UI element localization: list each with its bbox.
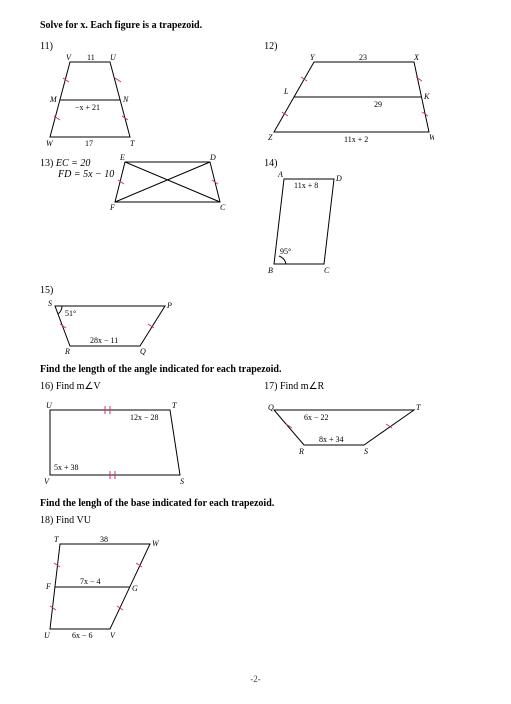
vertex-F: F <box>110 203 115 212</box>
problem-number: 14) <box>264 158 277 169</box>
problem-13: 13) EC = 20 FD = 5x − 10 E D F C <box>40 158 247 279</box>
problem-15: 15) S P 51° R Q 28x − 11 <box>40 285 247 356</box>
problem-18: 18) Find VU T W 38 F G 7x − 4 U V 6x − 6 <box>40 515 471 644</box>
label-mid: 7x − 4 <box>80 577 101 586</box>
row-16-17: 16) Find m∠V U T 12x − 28 V S 5x + 38 17… <box>40 381 471 490</box>
vertex-S: S <box>180 477 184 486</box>
label-bot: 28x − 11 <box>90 336 118 345</box>
row-15: 15) S P 51° R Q 28x − 11 <box>40 285 471 356</box>
vertex-V: V <box>110 631 116 640</box>
vertex-W: W <box>46 139 54 148</box>
problem-17: 17) Find m∠R Q T 6x − 22 R S 8x + 34 <box>264 381 471 490</box>
trapezoid-15: S P 51° R Q 28x − 11 <box>40 296 190 356</box>
vertex-D: D <box>335 174 342 183</box>
page-footer: -2- <box>40 674 471 684</box>
vertex-V: V <box>66 53 72 62</box>
section-3-header: Find the lengh of the base indicated for… <box>40 498 471 509</box>
vertex-F: F <box>45 582 51 591</box>
problem-number: 17) Find m∠R <box>264 381 324 392</box>
vertex-W: W <box>152 539 160 548</box>
vertex-G: G <box>132 584 138 593</box>
label-top: 6x − 22 <box>304 413 329 422</box>
vertex-S: S <box>48 299 52 308</box>
trapezoid-12: Y X 23 L K 29 Z W 11x + 2 <box>264 52 434 152</box>
vertex-T: T <box>172 401 177 410</box>
vertex-Q: Q <box>268 403 274 412</box>
trapezoid-14: A D 11x + 8 B C 95° <box>264 169 374 279</box>
trapezoid-11: V U 11 M N −x + 21 W T 17 <box>40 52 150 152</box>
problem-11: 11) V U 11 M N −x + 21 W T 17 <box>40 41 247 152</box>
problem-14: 14) A D 11x + 8 B C 95° <box>264 158 471 279</box>
label-top: 23 <box>359 53 367 62</box>
problem-number: 12) <box>264 41 277 52</box>
vertex-R: R <box>298 447 304 456</box>
vertex-T: T <box>54 535 59 544</box>
vertex-K: K <box>423 92 430 101</box>
section-2-header: Find the length of the angle indicated f… <box>40 364 471 375</box>
problem-12: 12) Y X 23 L K 29 Z W 11x + 2 <box>264 41 471 152</box>
vertex-Q: Q <box>140 347 146 356</box>
vertex-U: U <box>46 401 53 410</box>
vertex-N: N <box>122 95 129 104</box>
row-13-14: 13) EC = 20 FD = 5x − 10 E D F C 14) A D… <box>40 158 471 279</box>
problem-number: 13) <box>40 158 53 169</box>
label-top: 11x + 8 <box>294 181 318 190</box>
label-bot: 17 <box>85 139 93 148</box>
label-left: 5x + 38 <box>54 463 79 472</box>
vertex-L: L <box>283 87 289 96</box>
label-mid: −x + 21 <box>75 103 100 112</box>
given-2: FD = 5x − 10 <box>58 169 114 180</box>
label-bot: 11x + 2 <box>344 135 368 144</box>
problem-number: 15) <box>40 285 53 296</box>
problem-number: 16) Find m∠V <box>40 381 101 392</box>
label-bot: 6x − 6 <box>72 631 93 640</box>
label-mid: 29 <box>374 100 382 109</box>
vertex-C: C <box>324 266 330 275</box>
vertex-Y: Y <box>310 53 316 62</box>
vertex-C: C <box>220 203 226 212</box>
label-top: 38 <box>100 535 108 544</box>
vertex-Z: Z <box>268 133 273 142</box>
problem-number: 18) Find VU <box>40 515 91 526</box>
vertex-V: V <box>44 477 50 486</box>
problem-number: 11) <box>40 41 53 52</box>
trapezoid-16: U T 12x − 28 V S 5x + 38 <box>40 400 190 490</box>
vertex-A: A <box>277 170 283 179</box>
trapezoid-17: Q T 6x − 22 R S 8x + 34 <box>264 400 424 460</box>
vertex-W: W <box>429 133 434 142</box>
vertex-D: D <box>209 153 216 162</box>
problem-16: 16) Find m∠V U T 12x − 28 V S 5x + 38 <box>40 381 247 490</box>
label-angle: 95° <box>280 247 291 256</box>
given-1: EC = 20 <box>56 158 91 169</box>
row-11-12: 11) V U 11 M N −x + 21 W T 17 12) <box>40 41 471 152</box>
vertex-R: R <box>64 347 70 356</box>
label-bot: 8x + 34 <box>319 435 344 444</box>
instruction-header: Solve for x. Each figure is a trapezoid. <box>40 20 471 31</box>
vertex-S: S <box>364 447 368 456</box>
vertex-E: E <box>119 153 125 162</box>
label-top: 11 <box>87 53 95 62</box>
vertex-X: X <box>413 53 420 62</box>
vertex-P: P <box>166 301 172 310</box>
trapezoid-13: E D F C <box>110 152 230 212</box>
label-top: 12x − 28 <box>130 413 159 422</box>
vertex-T: T <box>416 403 421 412</box>
vertex-M: M <box>49 95 58 104</box>
vertex-T: T <box>130 139 135 148</box>
vertex-U: U <box>44 631 51 640</box>
trapezoid-18: T W 38 F G 7x − 4 U V 6x − 6 <box>40 534 170 644</box>
label-angle: 51° <box>65 309 76 318</box>
vertex-B: B <box>268 266 273 275</box>
vertex-U: U <box>110 53 117 62</box>
